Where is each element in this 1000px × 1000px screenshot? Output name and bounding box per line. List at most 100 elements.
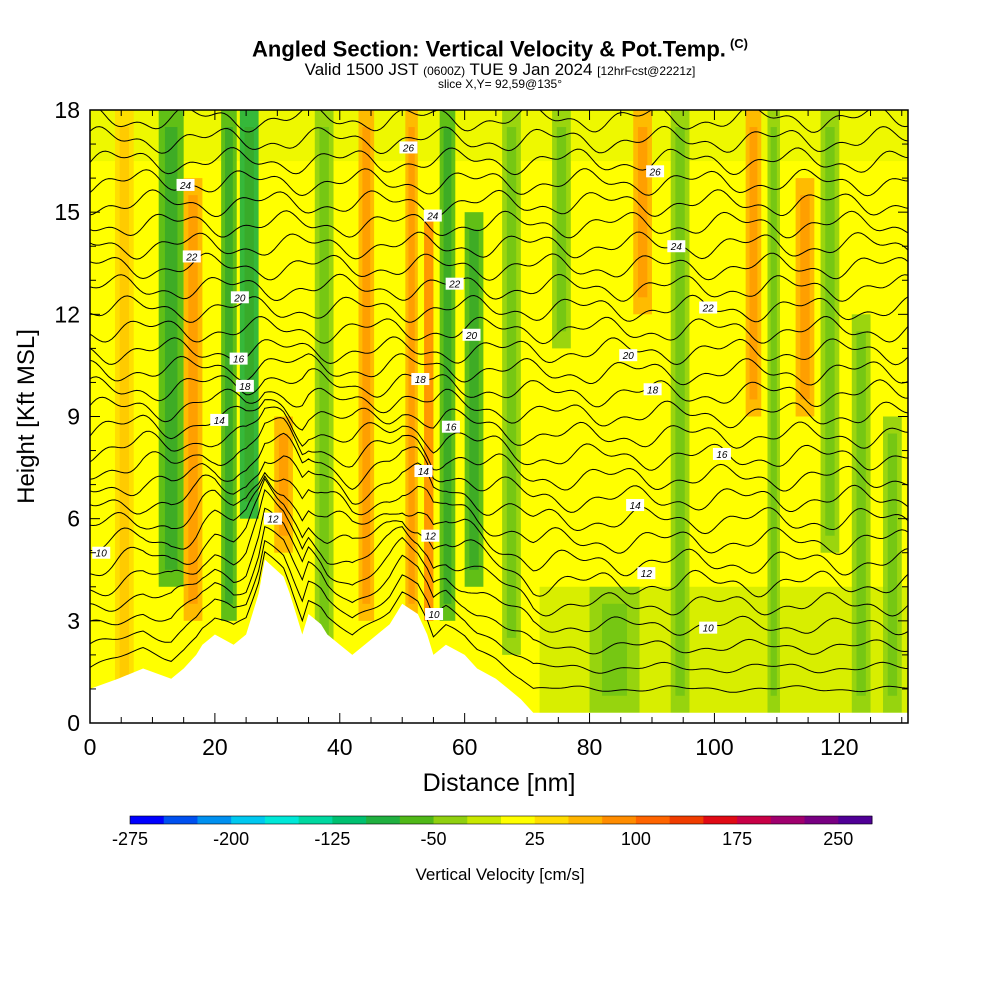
theta-contour-line (90, 399, 908, 449)
colorbar-tick-label: 175 (722, 829, 752, 849)
contour-label-text: 14 (630, 501, 642, 512)
theta-contour-label: 14 (414, 464, 433, 478)
contour-label-bg (399, 141, 418, 154)
colorbar: -275 -200 -125 -50 25 100 175 250 Vertical Veloc… (112, 815, 873, 884)
contour-label-bg (637, 567, 656, 580)
contour-label-bg (646, 165, 665, 178)
theta-contour-label: 24 (667, 240, 686, 253)
colorbar-swatch (332, 816, 367, 824)
y-axis-label: Height [Kft MSL] (13, 329, 40, 504)
slice-info: slice X,Y= 92,59@135° (437, 77, 563, 91)
theta-contour-line (90, 471, 908, 555)
velocity-band-core (856, 331, 866, 696)
theta-contour-label: 10 (699, 621, 718, 635)
terrain-mask (90, 559, 908, 723)
colorbar-swatch (669, 816, 704, 824)
colorbar-swatch (602, 816, 637, 824)
contour-label-bg (414, 464, 433, 477)
contour-label-text: 26 (649, 167, 662, 178)
y-tick-label: 12 (54, 301, 80, 327)
colorbar-tick-label: 250 (823, 829, 853, 849)
colorbar-swatch (399, 816, 435, 824)
colorbar-swatch (298, 816, 333, 824)
contour-label-text: 20 (233, 293, 246, 304)
contour-label-text: 10 (428, 610, 440, 621)
theta-contour-label: 16 (229, 352, 248, 366)
contour-label-bg (230, 291, 249, 304)
theta-contour-line (90, 273, 908, 302)
theta-contour-label: 18 (643, 383, 662, 396)
velocity-band-core (164, 127, 178, 570)
velocity-band-core (825, 127, 835, 536)
theta-contour-label: 18 (235, 379, 254, 393)
theta-contour-line (90, 353, 908, 386)
contour-label-bg (626, 499, 645, 512)
theta-contour-line (90, 406, 908, 471)
contour-label-bg (423, 209, 442, 222)
theta-contour-label: 10 (92, 546, 111, 560)
contour-label-bg (263, 512, 282, 525)
velocity-band-core (749, 127, 758, 400)
contour-label-bg (176, 178, 195, 191)
colorbar-tick-label: 25 (525, 829, 545, 849)
contour-label-bg (667, 240, 686, 253)
contour-label-bg (229, 352, 248, 365)
theta-contour-line (90, 432, 908, 513)
contour-label-bg (462, 328, 481, 341)
theta-contour-label: 16 (441, 420, 460, 434)
velocity-band-core (556, 127, 567, 332)
theta-contour-line (90, 189, 908, 218)
theta-contour-line (90, 526, 908, 655)
contour-label-text: 22 (448, 280, 461, 291)
contour-label-bg (441, 420, 460, 433)
theta-contour-line (99, 110, 908, 133)
velocity-band-core (675, 127, 685, 696)
velocity-band-core (506, 127, 517, 638)
colorbar-tick-label: 100 (621, 829, 651, 849)
velocity-band-core (188, 195, 198, 604)
velocity-band-core (800, 195, 810, 400)
theta-contour-line (90, 474, 908, 577)
contour-label-bg (699, 301, 718, 314)
y-tick-label: 0 (67, 710, 80, 736)
contour-label-text: 12 (425, 532, 437, 543)
colorbar-tick-label: -50 (421, 829, 447, 849)
contour-label-text: 20 (622, 351, 635, 362)
x-axis-label: Distance [nm] (423, 769, 576, 797)
theta-contour-label: 20 (619, 349, 638, 362)
contour-label-bg (712, 447, 731, 460)
x-tick-label: 100 (695, 734, 733, 760)
theta-contour-label: 22 (182, 250, 201, 263)
chart-subtitle: Valid 1500 JST (0600Z) TUE 9 Jan 2024 [1… (304, 60, 696, 79)
colorbar-swatch (433, 816, 468, 824)
contour-label-text: 10 (703, 624, 715, 635)
colorbar-tick-label: -125 (314, 829, 350, 849)
contour-label-text: 24 (426, 212, 439, 223)
contour-label-text: 18 (647, 385, 659, 396)
colorbar-label: Vertical Velocity [cm/s] (415, 865, 584, 884)
contour-label-text: 16 (233, 355, 245, 366)
velocity-band-core (278, 433, 289, 536)
colorbar-swatch (635, 816, 671, 824)
contour-label-text: 24 (179, 181, 192, 192)
velocity-band-core (637, 127, 648, 298)
theta-contour-label: 20 (462, 328, 481, 342)
theta-contour-label: 12 (421, 529, 440, 543)
colorbar-swatch (838, 816, 873, 824)
theta-contour-line (90, 315, 908, 345)
colorbar-swatch (264, 816, 300, 824)
velocity-band-core (225, 127, 233, 604)
theta-contour-label: 22 (445, 277, 464, 291)
colorbar-swatch (197, 816, 232, 824)
colorbar-tick-label: -275 (112, 829, 148, 849)
theta-contour-label: 24 (423, 209, 442, 223)
colorbar-swatch (568, 816, 603, 824)
velocity-band-core (887, 433, 898, 696)
contour-label-bg (699, 621, 718, 634)
velocity-band-core (408, 127, 415, 604)
contour-label-bg (411, 373, 430, 386)
colorbar-swatch (467, 816, 502, 824)
colorbar-swatch (703, 816, 738, 824)
velocity-band-core (469, 229, 479, 570)
